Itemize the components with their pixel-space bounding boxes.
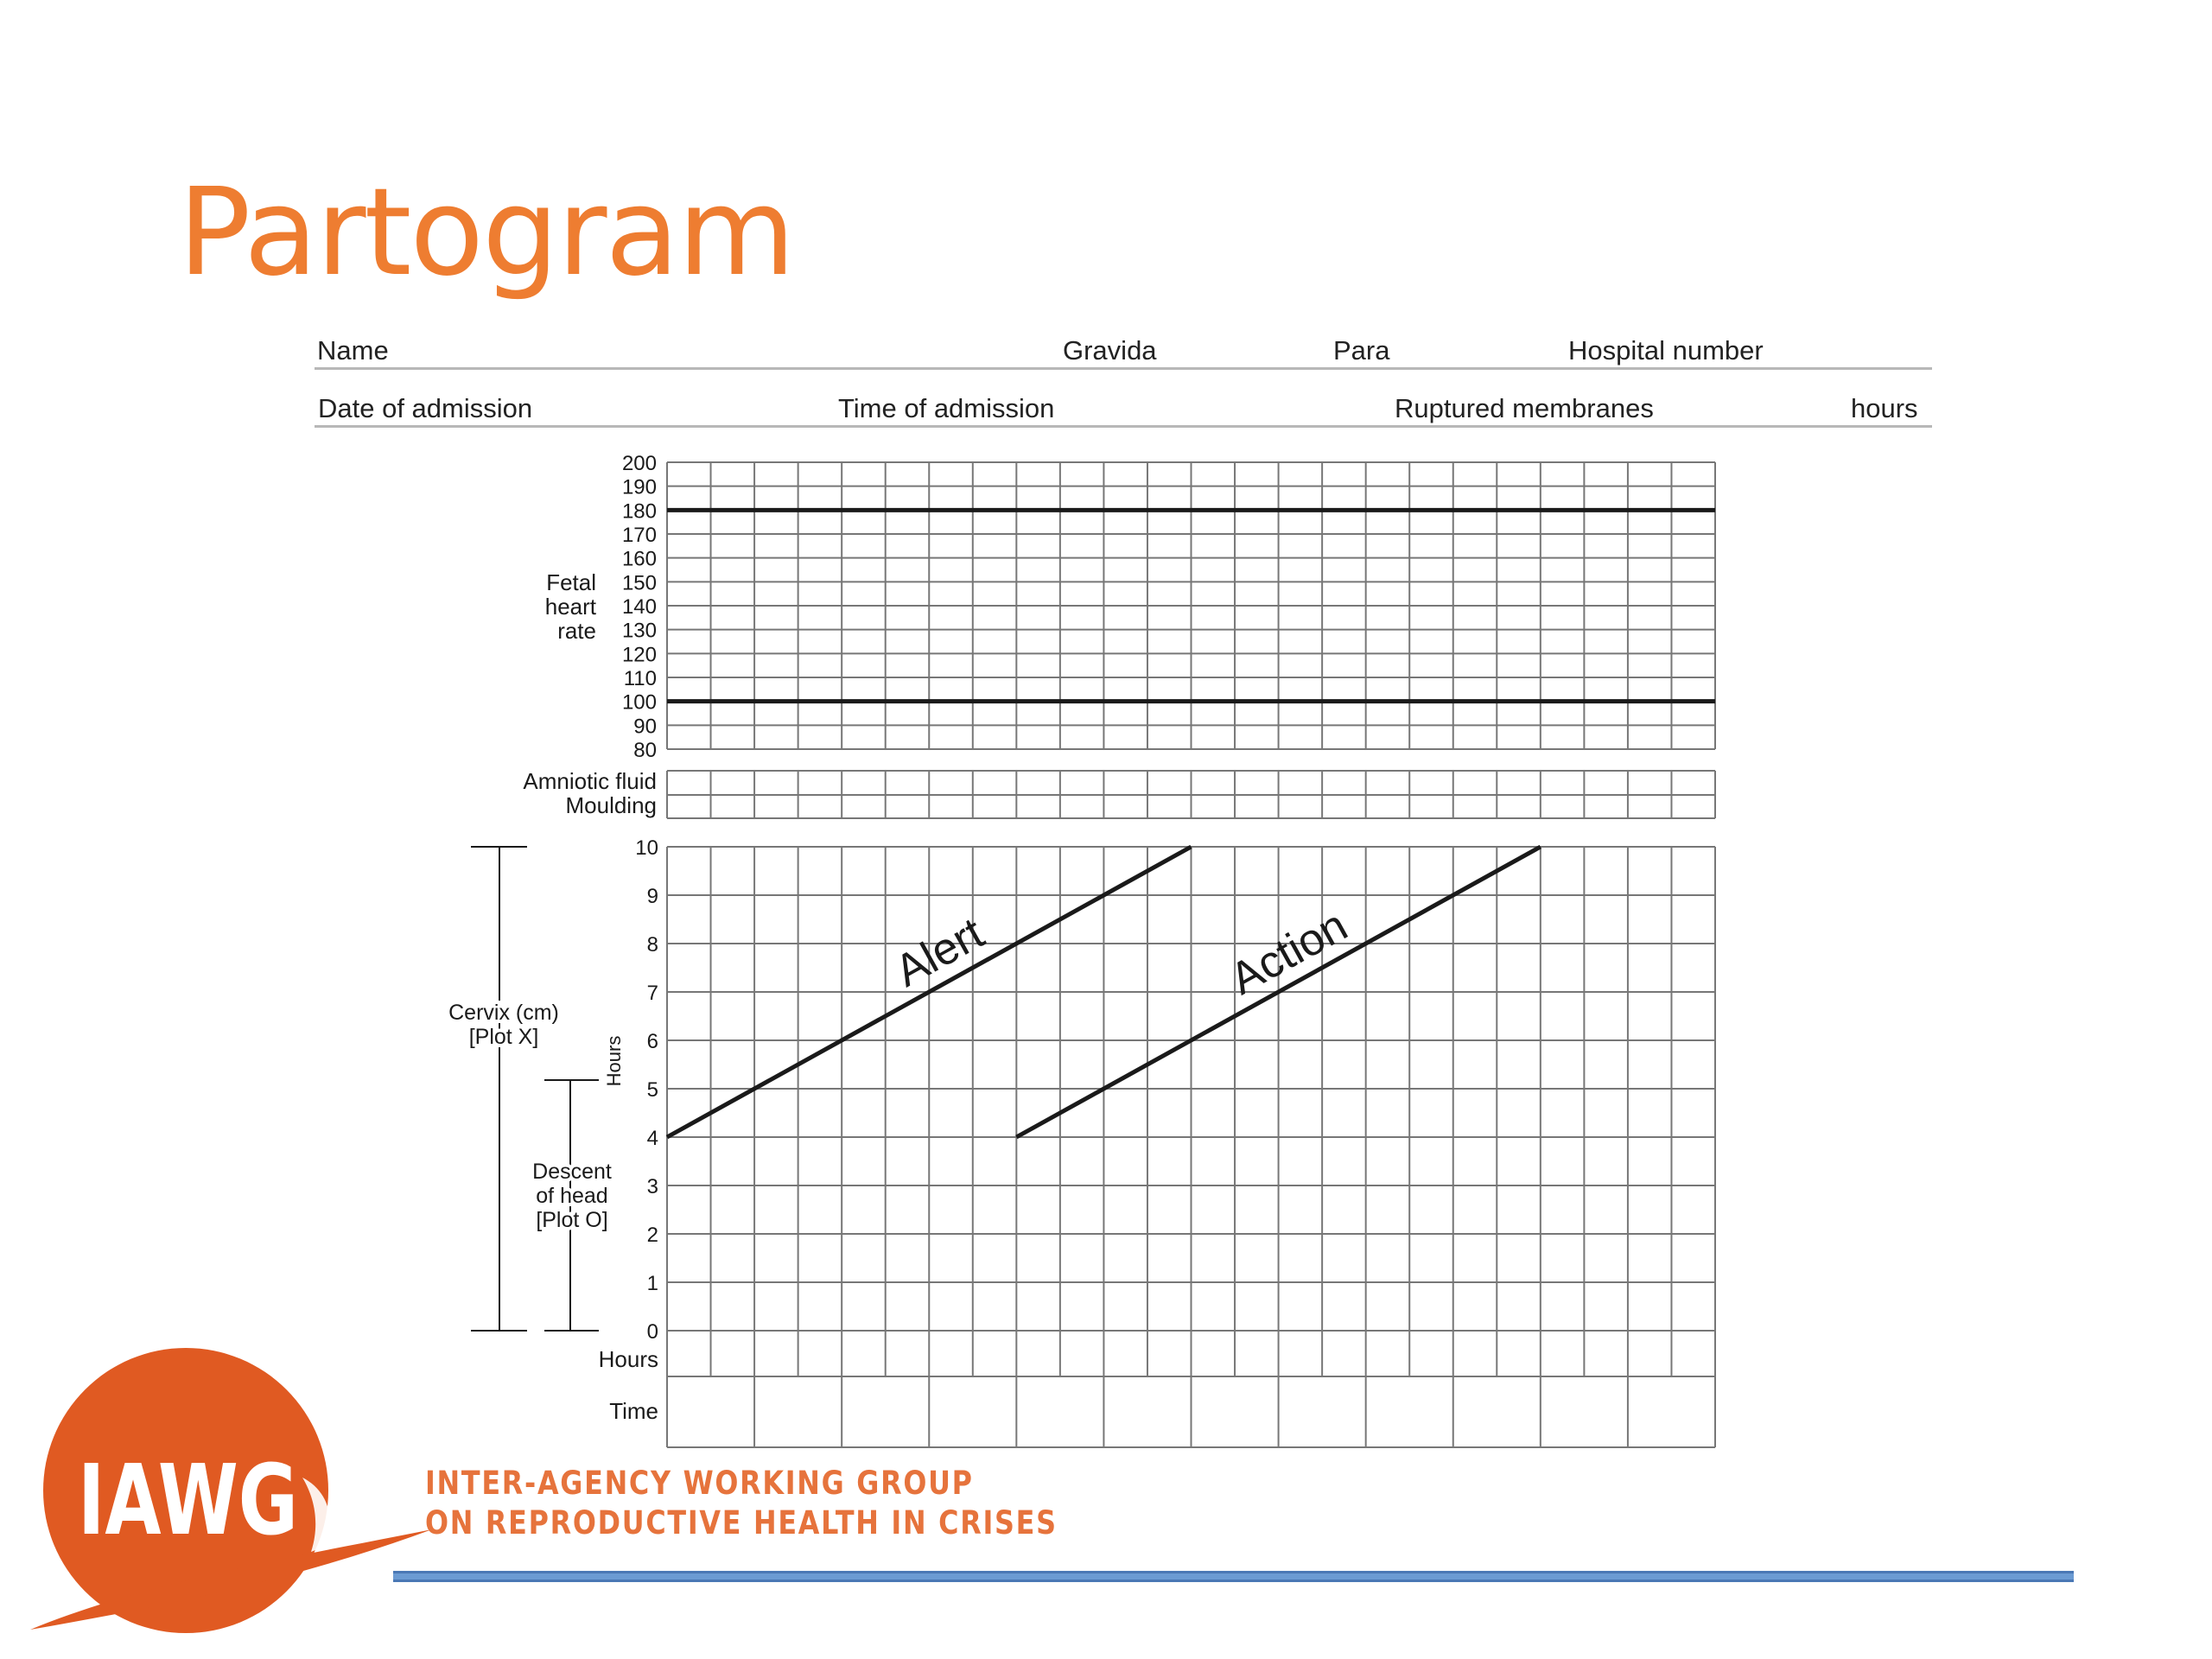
- hours-row-label: Hours: [599, 1346, 658, 1372]
- ruptured-membranes-label: Ruptured membranes: [1395, 393, 1654, 423]
- cervix-tick-label: 5: [647, 1078, 658, 1102]
- para-label: Para: [1333, 335, 1390, 365]
- hours-label: hours: [1851, 393, 1918, 423]
- fhr-tick-label: 110: [624, 667, 657, 690]
- cervix-axis-label: Cervix (cm): [448, 1001, 559, 1025]
- fhr-tick-label: 200: [622, 452, 657, 475]
- fhr-tick-label: 170: [622, 524, 657, 547]
- fluid-row-label: Moulding: [565, 792, 657, 818]
- fluid-row-label: Amniotic fluid: [523, 768, 657, 794]
- logo-swoosh: [30, 1529, 432, 1630]
- footer-rule: [393, 1571, 2074, 1582]
- cervix-tick-label: 7: [647, 982, 658, 1005]
- iawg-logo: IAWG: [30, 1348, 432, 1633]
- logo-swoosh-highlight: [302, 1478, 330, 1552]
- logo-acronym: IAWG: [78, 1445, 298, 1557]
- descent-axis-label: Descent: [532, 1160, 612, 1184]
- action-line-label: Action: [1222, 900, 1356, 1005]
- fhr-tick-label: 190: [622, 476, 657, 499]
- descent-axis-label: of head: [536, 1184, 607, 1208]
- action-line: [1015, 844, 1542, 1140]
- fhr-tick-label: 80: [633, 739, 657, 762]
- cervix-hours-label: Hours: [603, 1036, 625, 1087]
- time-of-admission-label: Time of admission: [838, 393, 1055, 423]
- fhr-tick-label: 120: [622, 643, 657, 666]
- cervix-tick-label: 3: [647, 1175, 658, 1198]
- date-of-admission-label: Date of admission: [318, 393, 533, 423]
- cervix-tick-label: 1: [647, 1272, 658, 1295]
- fhr-tick-label: 180: [622, 499, 657, 523]
- cervix-tick-label: 4: [647, 1127, 658, 1150]
- fhr-tick-label: 100: [622, 691, 657, 715]
- cervix-tick-label: 6: [647, 1030, 658, 1053]
- fhr-tick-label: 130: [622, 620, 657, 643]
- name-label: Name: [317, 335, 389, 365]
- cervix-axis-label: [Plot X]: [469, 1025, 539, 1049]
- gravida-label: Gravida: [1063, 335, 1157, 365]
- fhr-tick-label: 150: [622, 571, 657, 594]
- alert-line-label: Alert: [887, 908, 993, 997]
- fhr-tick-label: 90: [633, 715, 657, 738]
- fhr-axis-label: rate: [557, 618, 596, 644]
- slide-title: Partogram: [178, 162, 796, 303]
- cervix-tick-label: 0: [647, 1320, 658, 1344]
- fhr-tick-label: 140: [622, 595, 657, 619]
- logo-line-1: INTER-AGENCY WORKING GROUP: [425, 1465, 974, 1502]
- alert-line: [665, 844, 1192, 1140]
- hospital-number-label: Hospital number: [1568, 335, 1764, 365]
- descent-axis-label: [Plot O]: [536, 1208, 607, 1232]
- form-rule-2: [315, 425, 1932, 428]
- fhr-axis-label: Fetal: [546, 569, 596, 595]
- cervix-tick-label: 2: [647, 1224, 658, 1247]
- fhr-tick-label: 160: [622, 548, 657, 571]
- fhr-axis-label: heart: [545, 594, 597, 620]
- cervix-tick-label: 9: [647, 885, 658, 908]
- logo-circle: [43, 1348, 328, 1633]
- form-rule-1: [315, 367, 1932, 370]
- logo-line-2: ON REPRODUCTIVE HEALTH IN CRISES: [425, 1504, 1058, 1541]
- cervix-tick-label: 8: [647, 933, 658, 957]
- cervix-tick-label: 10: [635, 836, 658, 860]
- time-row-label: Time: [609, 1398, 658, 1424]
